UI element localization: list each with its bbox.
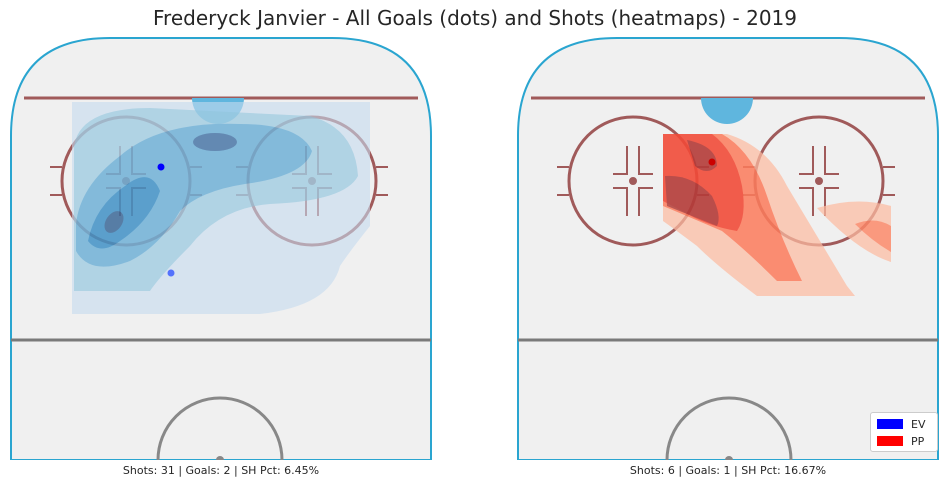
legend: EV PP: [870, 412, 938, 452]
neutral-zone-circle: [156, 396, 284, 460]
goal-crease: [701, 98, 753, 124]
legend-swatch-ev: [877, 419, 903, 429]
rink-ev: [10, 37, 432, 460]
chart-title: Frederyck Janvier - All Goals (dots) and…: [152, 6, 798, 30]
legend-label-pp: PP: [911, 434, 925, 448]
density-level-3: [76, 123, 312, 267]
heatmap-ev: [72, 102, 370, 314]
caption-ev: Shots: 31 | Goals: 2 | SH Pct: 6.45%: [122, 464, 320, 477]
center-dot: [216, 456, 224, 460]
legend-label-ev: EV: [911, 417, 926, 431]
goal-dot: [708, 158, 716, 166]
density-level-4: [665, 175, 719, 226]
density-level-5b: [104, 211, 124, 233]
heatmap-pp: [663, 134, 891, 296]
density-level-1b: [817, 201, 891, 262]
rink-pp: [517, 37, 939, 460]
goal-dot: [167, 269, 175, 277]
center-dot: [725, 456, 733, 460]
goal-dot: [157, 163, 165, 171]
density-level-5: [193, 133, 237, 151]
caption-pp: Shots: 6 | Goals: 1 | SH Pct: 16.67%: [629, 464, 827, 477]
legend-item-pp: PP: [877, 434, 924, 448]
density-level-2b: [855, 220, 891, 252]
legend-swatch-pp: [877, 436, 903, 446]
neutral-zone-circle: [665, 396, 793, 460]
legend-item-ev: EV: [877, 417, 925, 431]
